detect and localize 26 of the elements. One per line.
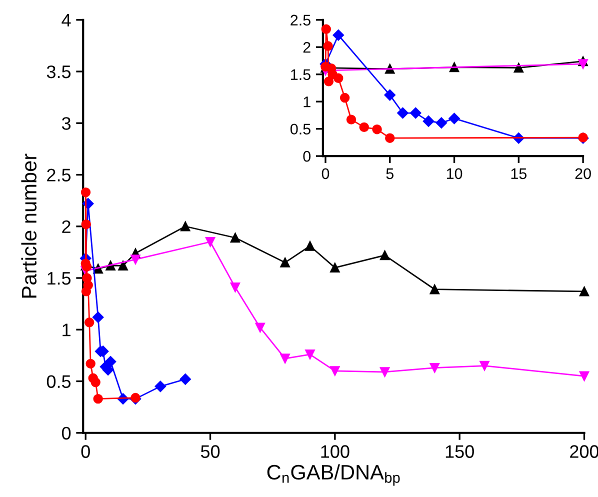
x-tick-label: 50 bbox=[200, 445, 220, 458]
x-tick-label: 150 bbox=[446, 445, 474, 458]
y-tick-label: 1.5 bbox=[48, 272, 71, 285]
y-tick-label: 2.5 bbox=[290, 14, 310, 26]
y-tick-label: 0.5 bbox=[290, 124, 310, 135]
y-axis-title: Particle number bbox=[21, 154, 37, 298]
y-tick-label: 2.5 bbox=[47, 168, 71, 182]
x-tick-label: 0 bbox=[322, 168, 330, 180]
y-tick-label: 0 bbox=[62, 426, 71, 440]
y-tick-label: 0 bbox=[303, 150, 311, 162]
x-tick-label: 5 bbox=[386, 168, 394, 180]
x-tick-label: 15 bbox=[511, 168, 527, 180]
x-tick-label: 20 bbox=[575, 168, 591, 180]
x-tick-label: 0 bbox=[81, 445, 90, 458]
x-tick-label: 100 bbox=[321, 445, 350, 458]
y-tick-label: 0.5 bbox=[46, 375, 71, 388]
y-tick-label: 3.5 bbox=[46, 65, 71, 78]
y-tick-label: 2 bbox=[303, 42, 310, 53]
x-tick-label: 10 bbox=[446, 168, 462, 180]
y-tick-label: 4 bbox=[62, 14, 71, 26]
y-tick-label: 2 bbox=[62, 220, 70, 233]
y-tick-label: 1.5 bbox=[291, 69, 310, 80]
y-tick-label: 1 bbox=[304, 96, 310, 108]
y-tick-label: 1 bbox=[62, 324, 70, 336]
x-axis-title: C$_{n}$GAB/DNA$_{bp}$ bbox=[267, 464, 400, 486]
y-tick-label: 3 bbox=[62, 117, 71, 130]
